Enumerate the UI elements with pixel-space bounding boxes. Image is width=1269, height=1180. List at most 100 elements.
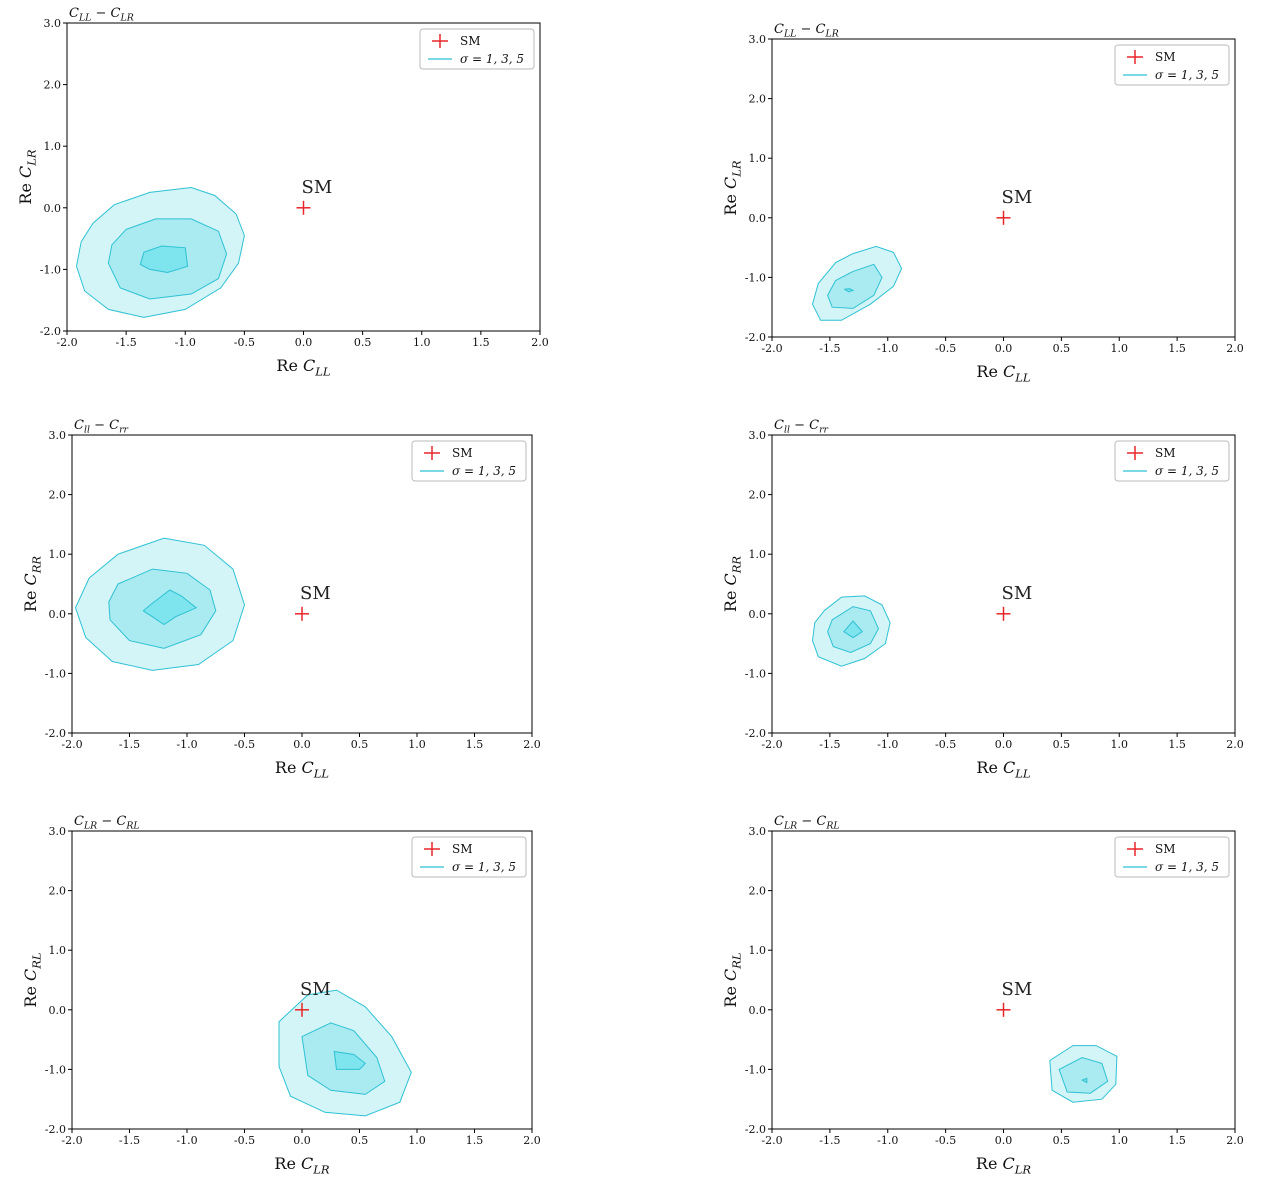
y-tick-label: 3.0 (49, 429, 67, 442)
x-tick-label: 1.0 (1111, 738, 1129, 751)
x-tick-label: -2.0 (61, 1134, 82, 1147)
legend-entry-sigma: σ = 1, 3, 5 (1155, 860, 1219, 874)
contour-sigma-1 (843, 288, 855, 293)
math-subscript: RL (125, 821, 139, 832)
y-axis-label-text: Re CLR​ (16, 149, 38, 205)
x-axis-label: Re CLL​ (276, 356, 330, 378)
x-tick-label: 1.5 (472, 336, 490, 349)
x-tick-label: -0.5 (935, 342, 956, 355)
x-tick-label: -2.0 (761, 1134, 782, 1147)
math-symbol: C (109, 418, 119, 433)
math-symbol: C (301, 1154, 313, 1173)
x-axis-label-text: Re CLL​ (976, 758, 1030, 780)
x-tick-label: -2.0 (61, 738, 82, 751)
math-symbol: C (816, 814, 826, 829)
x-tick-label: 1.5 (1168, 738, 1186, 751)
x-tick-label: -1.5 (819, 342, 840, 355)
panel-title: Cll​ − Crr​ (74, 418, 129, 436)
text-run: − (91, 6, 110, 21)
text-run: − (90, 418, 109, 433)
y-axis-label-text: Re CLR​ (721, 160, 743, 216)
math-symbol: C (302, 758, 314, 777)
x-tick-label: 1.5 (1168, 342, 1186, 355)
math-symbol: C (721, 573, 740, 585)
y-tick-label: 1.0 (49, 944, 67, 957)
math-subscript: LL (78, 13, 91, 24)
y-tick-label: 0.0 (44, 202, 62, 215)
y-tick-label: 3.0 (749, 33, 767, 46)
x-tick-label: -2.0 (761, 342, 782, 355)
x-tick-label: -1.5 (819, 1134, 840, 1147)
legend: SM σ = 1, 3, 5 (411, 836, 527, 878)
legend-entry-sigma: σ = 1, 3, 5 (452, 464, 516, 478)
x-tick-label: 2.0 (523, 738, 541, 751)
x-axis-label-text: Re CLR​ (274, 1154, 330, 1176)
math-subscript: LR (729, 160, 743, 178)
y-tick-label: -2.0 (745, 1123, 766, 1136)
math-symbol: C (721, 969, 740, 981)
legend-entry-sm: SM (460, 34, 481, 48)
x-tick-label: 1.0 (413, 336, 431, 349)
x-axis-label: Re CLR​ (274, 1154, 330, 1176)
y-tick-label: -1.0 (745, 1063, 766, 1076)
chart-panel-1: -2.0 -1.5 -1.0 -0.5 0.0 0.5 1.0 1.5 2.0 -2.0 -1.0 0… (16, 6, 549, 378)
y-tick-label: 3.0 (749, 825, 767, 838)
math-symbol: C (774, 418, 784, 433)
y-axis-label: Re CRR​ (21, 556, 43, 613)
sm-label: SM (1002, 583, 1033, 604)
math-subscript: RL (29, 952, 43, 969)
text-run: Re (275, 758, 302, 777)
x-tick-label: 2.0 (1226, 1134, 1244, 1147)
y-axis-label-text: Re CRR​ (21, 556, 43, 613)
x-tick-label: 1.0 (1111, 342, 1129, 355)
y-tick-label: 1.0 (749, 944, 767, 957)
math-subscript: LR (83, 821, 97, 832)
x-axis-label: Re CLL​ (275, 758, 329, 780)
text-run: Re (16, 178, 35, 205)
chart-panel-2: -2.0 -1.5 -1.0 -0.5 0.0 0.5 1.0 1.5 2.0 -2.0 -1.0 0… (721, 22, 1244, 384)
y-tick-label: 2.0 (749, 93, 767, 106)
x-tick-label: 0.5 (351, 1134, 369, 1147)
math-subscript: RL (729, 952, 743, 969)
y-tick-label: -2.0 (45, 1123, 66, 1136)
math-subscript: LL (314, 364, 330, 378)
y-tick-label: 1.0 (749, 152, 767, 165)
math-symbol: C (816, 22, 826, 37)
y-tick-label: 1.0 (44, 140, 62, 153)
x-tick-label: -2.0 (761, 738, 782, 751)
legend: SM σ = 1, 3, 5 (1114, 836, 1230, 878)
math-subscript: LR (120, 13, 134, 24)
y-tick-label: 2.0 (49, 489, 67, 502)
x-tick-label: 0.5 (1053, 342, 1071, 355)
text-run: Re (721, 585, 740, 612)
x-tick-label: -0.5 (234, 738, 255, 751)
x-tick-label: -1.0 (175, 336, 196, 349)
x-tick-label: -0.5 (935, 1134, 956, 1147)
y-tick-label: 2.0 (44, 79, 62, 92)
y-axis-label-text: Re CRR​ (721, 556, 743, 613)
text-run: Re (21, 981, 40, 1008)
math-subscript: LR (783, 821, 797, 832)
x-axis-label: Re CLL​ (976, 758, 1030, 780)
math-subscript: LR (24, 149, 38, 167)
x-tick-label: -1.0 (877, 342, 898, 355)
legend-entry-sigma: σ = 1, 3, 5 (452, 860, 516, 874)
text-run: Re (976, 362, 1003, 381)
x-tick-label: -1.0 (176, 738, 197, 751)
x-tick-label: 0.0 (293, 1134, 311, 1147)
chart-panel-3: -2.0 -1.5 -1.0 -0.5 0.0 0.5 1.0 1.5 2.0 -2.0 -1.0 0… (21, 418, 541, 780)
legend-entry-sigma: σ = 1, 3, 5 (1155, 68, 1219, 82)
x-tick-label: 2.0 (531, 336, 549, 349)
panel-title: CLL​ − CLR​ (69, 6, 134, 24)
x-axis-label: Re CLR​ (976, 1154, 1032, 1176)
math-subscript: RR (29, 556, 43, 575)
math-symbol: C (21, 573, 40, 585)
chart-panel-5: -2.0 -1.5 -1.0 -0.5 0.0 0.5 1.0 1.5 2.0 -2.0 -1.0 0… (21, 814, 541, 1176)
y-tick-label: -2.0 (45, 727, 66, 740)
text-run: Re (976, 1154, 1003, 1173)
x-tick-label: 0.0 (995, 738, 1013, 751)
y-axis-label: Re CRL​ (721, 952, 743, 1007)
text-run: Re (274, 1154, 301, 1173)
math-subscript: LR (1014, 1162, 1032, 1176)
